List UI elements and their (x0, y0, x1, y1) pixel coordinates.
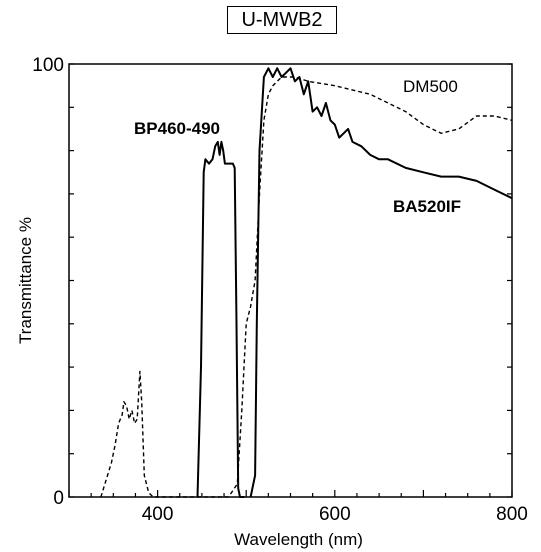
chart-title-text: U-MWB2 (241, 8, 323, 31)
y-axis-label: Transmittance % (16, 217, 35, 344)
y-tick-label: 100 (32, 55, 64, 76)
series-line-bp460-490 (196, 140, 245, 498)
series-line-dm500 (100, 76, 513, 498)
chart-labels: 400 600 800 0 100 Wavelength (nm) Transmittanc… (16, 55, 528, 549)
x-axis-label: Wavelength (nm) (234, 530, 363, 549)
chart-axes (68, 63, 513, 498)
x-tick-label: 800 (496, 504, 528, 525)
series-line-ba520if (249, 67, 513, 498)
plot-area (100, 67, 513, 498)
series-label-dm500: DM500 (403, 77, 458, 96)
x-tick-label: 600 (319, 504, 351, 525)
series-label-bp460-490: BP460-490 (134, 119, 220, 138)
series-label-ba520if: BA520IF (393, 197, 461, 216)
y-tick-label: 0 (53, 488, 64, 509)
x-tick-label: 400 (142, 504, 174, 525)
chart-title: U-MWB2 (227, 6, 337, 34)
